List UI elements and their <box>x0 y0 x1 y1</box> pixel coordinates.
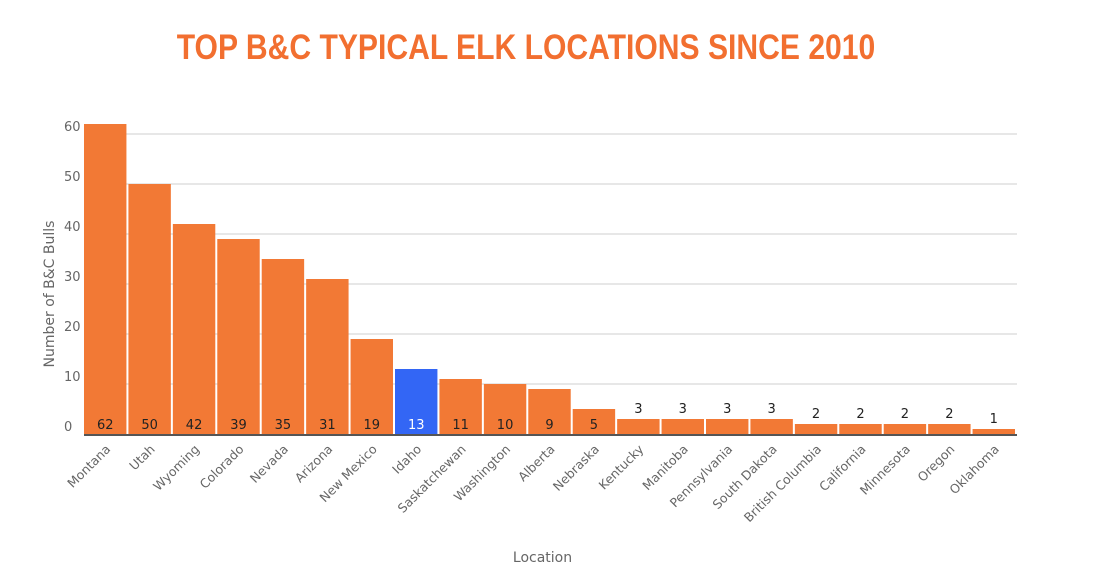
bar-idaho <box>395 369 438 434</box>
data-label: 3 <box>634 402 642 417</box>
bar-oregon <box>928 424 971 434</box>
y-tick-label: 50 <box>64 170 81 185</box>
data-label: 1 <box>990 412 998 427</box>
x-tick-label: British Columbia <box>741 442 824 525</box>
bar-new-mexico <box>350 339 393 434</box>
bar-manitoba <box>661 419 704 434</box>
bar-pennsylvania <box>706 419 749 434</box>
chart-title: TOP B&C TYPICAL ELK LOCATIONS SINCE 2010 <box>176 28 876 67</box>
data-label: 5 <box>590 418 598 433</box>
bar-south-dakota <box>750 419 793 434</box>
y-tick-label: 20 <box>64 320 81 335</box>
data-label: 35 <box>275 418 292 433</box>
bar-nebraska <box>572 409 616 434</box>
bar-kentucky <box>617 419 660 434</box>
data-label: 3 <box>679 402 687 417</box>
x-tick-label: Nevada <box>247 442 291 486</box>
x-axis-title: Location <box>513 550 572 566</box>
bar-minnesota <box>883 424 927 434</box>
data-label: 11 <box>452 418 469 433</box>
data-label: 13 <box>408 418 425 433</box>
y-tick-label: 60 <box>64 120 81 135</box>
y-tick-label: 10 <box>64 370 81 385</box>
bar-colorado <box>217 239 260 434</box>
data-label: 2 <box>812 407 820 422</box>
data-label: 10 <box>497 418 514 433</box>
bar-arizona <box>306 279 349 434</box>
bar-saskatchewan <box>439 379 482 434</box>
x-tick-label: Kentucky <box>596 441 647 492</box>
bar-british-columbia <box>794 424 838 434</box>
data-label: 42 <box>186 418 203 433</box>
data-label: 2 <box>856 407 864 422</box>
bar-montana <box>84 124 127 434</box>
bar-utah <box>128 184 171 434</box>
bar-california <box>839 424 882 434</box>
data-label: 9 <box>545 418 553 433</box>
data-label: 19 <box>364 418 381 433</box>
bar-wyoming <box>172 224 216 434</box>
y-tick-label: 0 <box>64 420 72 435</box>
data-label: 2 <box>945 407 953 422</box>
bar-washington <box>483 384 527 434</box>
bar-alberta <box>528 389 571 434</box>
data-label: 31 <box>319 418 336 433</box>
x-tick-label: Oregon <box>914 442 957 485</box>
x-tick-label: Idaho <box>389 442 424 477</box>
data-label: 50 <box>141 418 158 433</box>
x-tick-label: Nebraska <box>550 442 602 494</box>
y-tick-label: 30 <box>64 270 81 285</box>
data-label: 39 <box>230 418 247 433</box>
bar-nevada <box>261 259 305 434</box>
y-tick-label: 40 <box>64 220 81 235</box>
x-tick-label: Wyoming <box>150 442 202 494</box>
x-tick-label: Colorado <box>196 442 246 492</box>
x-tick-label: Alberta <box>515 442 558 485</box>
x-tick-label: Arizona <box>292 442 336 486</box>
x-tick-label: Utah <box>126 442 158 474</box>
x-tick-label: Montana <box>64 442 113 491</box>
data-label: 2 <box>901 407 909 422</box>
y-axis-title: Number of B&C Bulls <box>42 221 58 368</box>
data-label: 3 <box>768 402 776 417</box>
data-label: 62 <box>97 418 114 433</box>
data-label: 3 <box>723 402 731 417</box>
bar-oklahoma <box>972 429 1015 434</box>
